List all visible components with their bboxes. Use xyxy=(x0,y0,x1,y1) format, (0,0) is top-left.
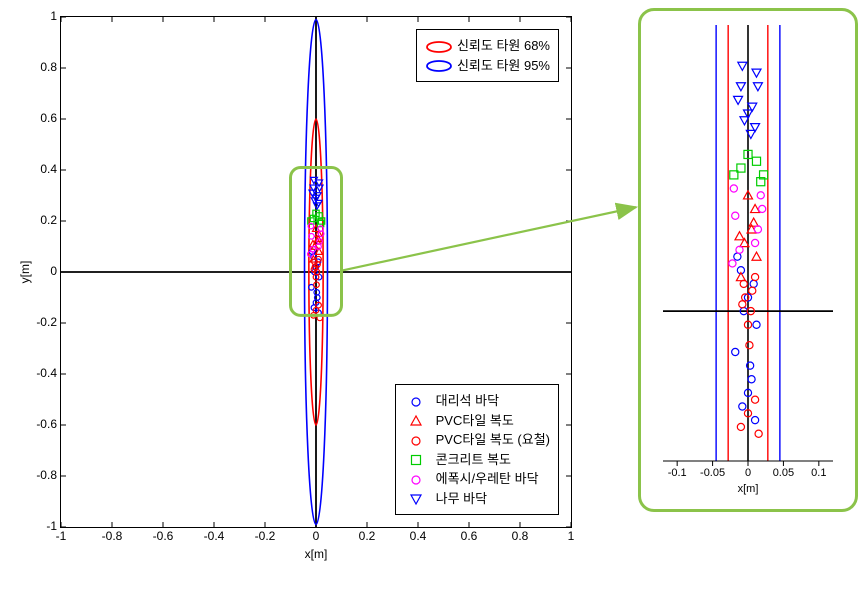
inset-plot-axes: -0.1-0.0500.050.1 x[m] xyxy=(663,25,833,461)
inset-x-tick-label: 0.05 xyxy=(763,467,803,479)
inset-x-tick-label: 0 xyxy=(728,467,768,479)
inset-x-axis-title: x[m] xyxy=(663,483,833,495)
inset-x-tick-label: -0.1 xyxy=(657,467,697,479)
figure: -1-0.8-0.6-0.4-0.200.20.40.60.81 -1-0.8-… xyxy=(0,0,864,591)
inset-x-tick-label: -0.05 xyxy=(693,467,733,479)
inset-x-tick-label: 0.1 xyxy=(799,467,839,479)
inset-frame: -0.1-0.0500.050.1 x[m] xyxy=(638,8,858,512)
inset-plot-svg xyxy=(663,25,833,461)
